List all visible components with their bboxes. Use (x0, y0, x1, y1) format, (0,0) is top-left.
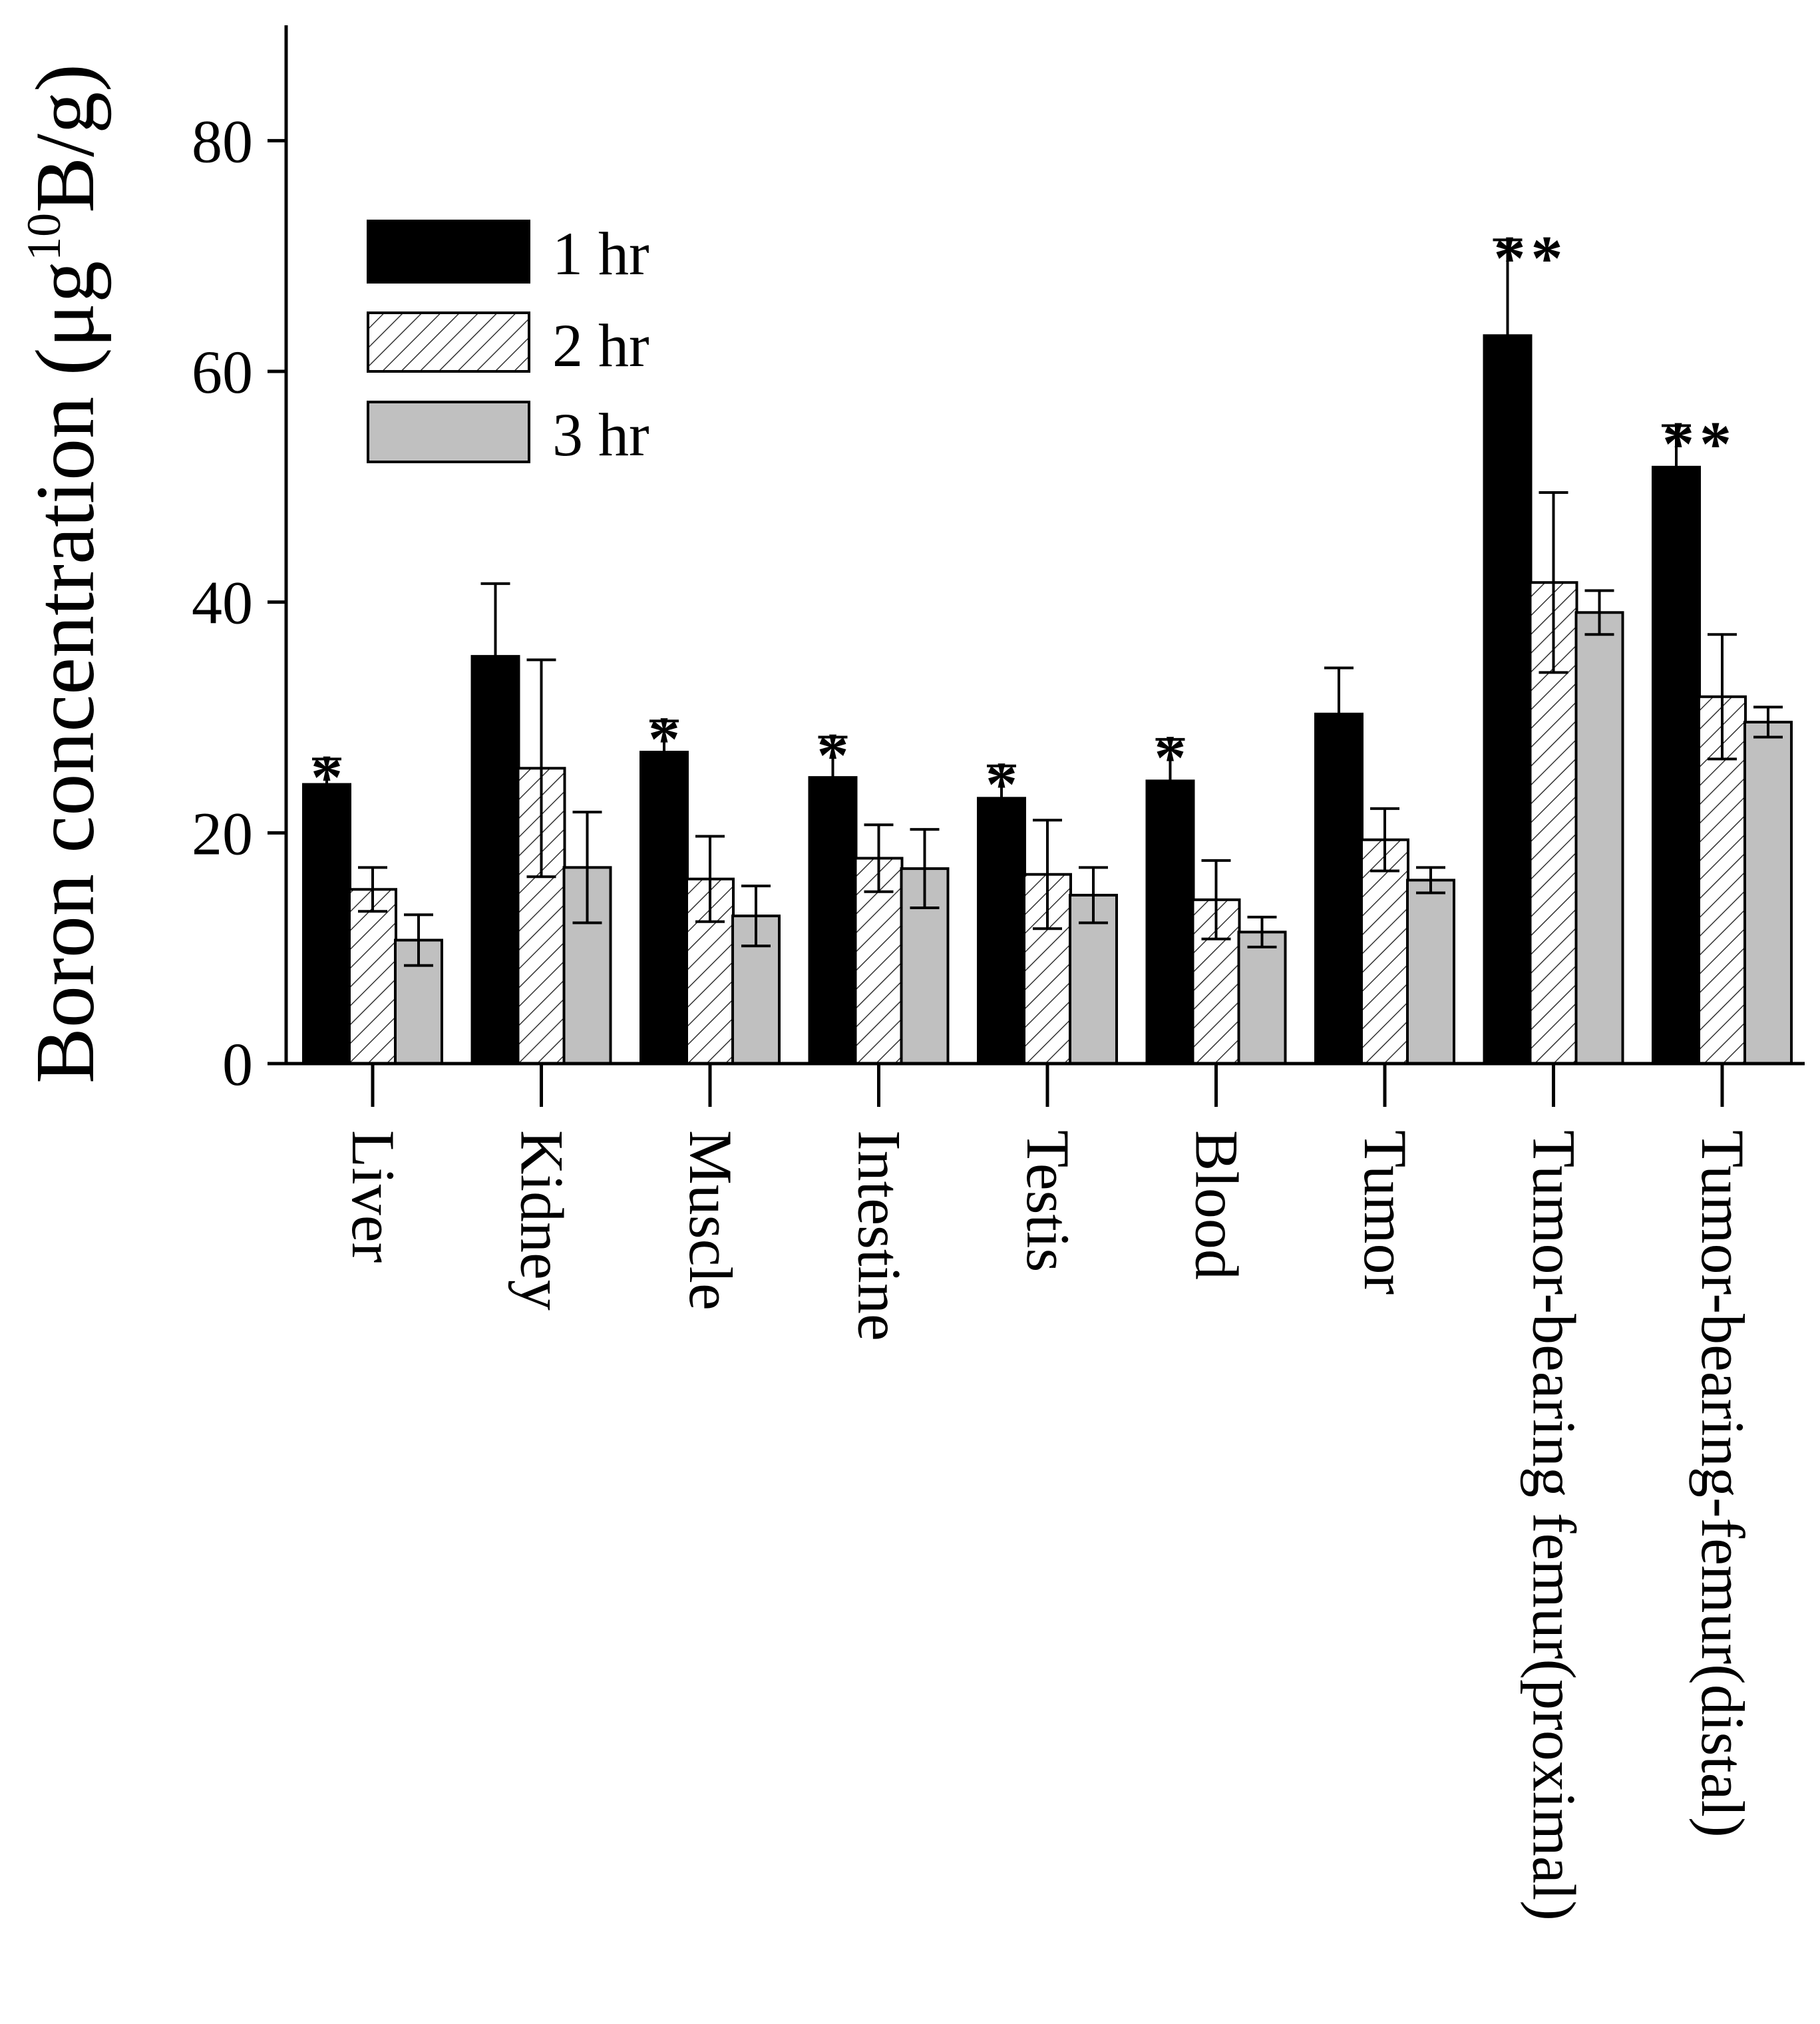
significance-tumor-bearing-femur-distal: ** (1662, 408, 1737, 479)
legend-swatch-3hr (367, 401, 530, 463)
error-bar-tumor-3-hr (1416, 866, 1445, 895)
y-tick-label-60: 60 (192, 338, 253, 406)
legend-label-3hr: 3 hr (552, 401, 649, 469)
error-bar-kidney-2-hr (526, 658, 556, 879)
y-axis-title-main: Boron concentration (μg (19, 261, 112, 1084)
error-bar-muscle-1-hr (649, 719, 679, 785)
legend-swatch-1hr (367, 220, 530, 284)
error-bar-tumor-bearing-femur-proximal-2-hr (1539, 491, 1568, 674)
legend-label-2hr: 2 hr (552, 311, 649, 379)
category-label-testis: Testis (1014, 1130, 1082, 1272)
error-bar-blood-3-hr (1247, 915, 1277, 948)
category-label-liver: Liver (339, 1130, 407, 1263)
significance-tumor-bearing-femur-proximal: ** (1494, 222, 1568, 294)
error-bar-liver-1-hr (312, 757, 341, 811)
bar-tumor-1-hr (1314, 712, 1364, 1066)
bar-tumor-bearing-femur-proximal-1-hr (1483, 334, 1533, 1065)
bar-tumor-bearing-femur-distal-3-hr (1743, 720, 1793, 1065)
significance-testis: * (986, 749, 1017, 820)
error-bar-muscle-3-hr (741, 885, 771, 948)
error-bar-tumor-bearing-femur-distal-2-hr (1708, 633, 1737, 761)
bar-tumor-bearing-femur-proximal-3-hr (1574, 611, 1624, 1065)
significance-blood: * (1155, 722, 1186, 793)
category-label-muscle: Muscle (677, 1130, 745, 1311)
category-label-kidney: Kidney (508, 1130, 576, 1311)
error-bar-tumor-1-hr (1324, 666, 1354, 762)
bar-muscle-1-hr (639, 751, 689, 1065)
significance-muscle: * (648, 704, 680, 775)
y-tick-label-80: 80 (192, 107, 253, 175)
svg-text:Boron concentration (μg10B/g): Boron concentration (μg10B/g) (17, 64, 112, 1084)
bar-liver-1-hr (302, 783, 351, 1065)
y-tick-label-20: 20 (192, 799, 253, 867)
error-bar-muscle-2-hr (695, 835, 725, 923)
category-label-blood: Blood (1183, 1130, 1251, 1280)
error-bar-kidney-3-hr (572, 811, 602, 924)
error-bar-blood-2-hr (1201, 859, 1231, 940)
y-axis-title: Boron concentration (μg10B/g) (17, 64, 112, 1084)
error-bar-testis-2-hr (1033, 819, 1062, 930)
category-label-tumor-bearing-femur-distal: Tumor-bearing-femur(distal) (1689, 1130, 1757, 1838)
bar-liver-2-hr (348, 888, 397, 1066)
error-bar-tumor-bearing-femur-distal-3-hr (1753, 706, 1783, 739)
bar-testis-1-hr (977, 797, 1026, 1066)
legend: 1 hr 2 hr 3 hr (367, 220, 649, 469)
legend-swatch-2hr (367, 311, 530, 373)
legend-label-1hr: 1 hr (552, 220, 649, 288)
significance-liver: * (311, 741, 343, 813)
significance-intestine: * (817, 719, 849, 791)
error-bar-blood-1-hr (1155, 737, 1185, 824)
y-tick-label-40: 40 (192, 569, 253, 637)
error-bar-kidney-1-hr (480, 582, 510, 731)
error-bar-tumor-2-hr (1370, 807, 1399, 873)
y-axis-title-end: B/g) (19, 64, 112, 213)
error-bar-tumor-bearing-femur-distal-1-hr (1662, 424, 1691, 510)
bar-tumor-2-hr (1360, 838, 1409, 1065)
error-bar-tumor-bearing-femur-proximal-1-hr (1493, 238, 1523, 433)
bar-blood-3-hr (1237, 930, 1287, 1066)
y-axis-title-superscript: 10 (17, 213, 71, 261)
error-bar-testis-3-hr (1079, 866, 1108, 924)
error-bar-liver-3-hr (404, 913, 433, 967)
error-bar-intestine-2-hr (864, 823, 894, 893)
error-bar-intestine-3-hr (910, 828, 940, 909)
category-label-tumor: Tumor (1352, 1130, 1419, 1295)
y-tick-label-0: 0 (222, 1030, 253, 1098)
bar-tumor-3-hr (1406, 879, 1455, 1066)
error-bar-liver-2-hr (358, 866, 387, 913)
category-label-intestine: Intestine (846, 1130, 914, 1341)
error-bar-intestine-1-hr (818, 735, 848, 819)
error-bar-tumor-bearing-femur-proximal-3-hr (1584, 589, 1614, 636)
error-bar-testis-1-hr (987, 764, 1016, 832)
bar-intestine-1-hr (808, 776, 858, 1065)
category-label-tumor-bearing-femur-proximal: Tumor-bearing femur(proximal) (1521, 1130, 1588, 1921)
bar-tumor-bearing-femur-distal-1-hr (1652, 465, 1701, 1065)
axes (284, 25, 1805, 1066)
